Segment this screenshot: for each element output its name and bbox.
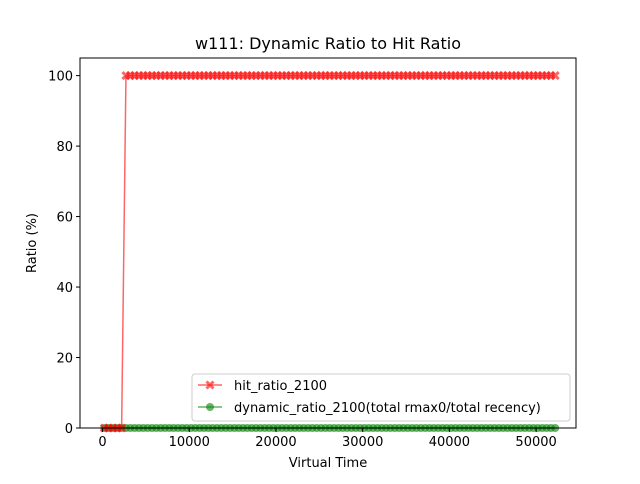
plot-frame — [79, 57, 577, 429]
legend-box — [191, 373, 571, 422]
y-tick-label: 40 — [56, 281, 73, 296]
legend: hit_ratio_2100 dynamic_ratio_2100(total … — [191, 373, 571, 422]
y-tick-label: 20 — [56, 352, 73, 367]
x-tick-label: 10000 — [169, 435, 210, 450]
legend-circle-marker-icon — [206, 403, 214, 411]
x-tick-label: 30000 — [342, 435, 383, 450]
y-tick-label: 0 — [65, 422, 73, 437]
x-tick-label: 50000 — [515, 435, 556, 450]
y-tick-label: 60 — [56, 211, 73, 226]
y-tick-label: 100 — [48, 70, 73, 85]
axes: 0 10000 20000 30000 40000 50000 0 20 40 60 80 100 — [48, 70, 557, 450]
legend-label-dynamic-ratio: dynamic_ratio_2100(total rmax0/total rec… — [234, 401, 541, 416]
y-tick-label: 80 — [56, 140, 73, 155]
chart-title: w111: Dynamic Ratio to Hit Ratio — [195, 34, 461, 53]
legend-label-hit-ratio: hit_ratio_2100 — [234, 379, 327, 394]
x-tick-label: 0 — [98, 435, 106, 450]
y-axis-label: Ratio (%) — [25, 213, 40, 273]
legend-x-marker-icon — [205, 380, 215, 390]
x-tick-label: 40000 — [429, 435, 470, 450]
x-tick-label: 20000 — [255, 435, 296, 450]
x-axis-label: Virtual Time — [289, 456, 367, 471]
point-hit-ratio — [550, 71, 560, 81]
